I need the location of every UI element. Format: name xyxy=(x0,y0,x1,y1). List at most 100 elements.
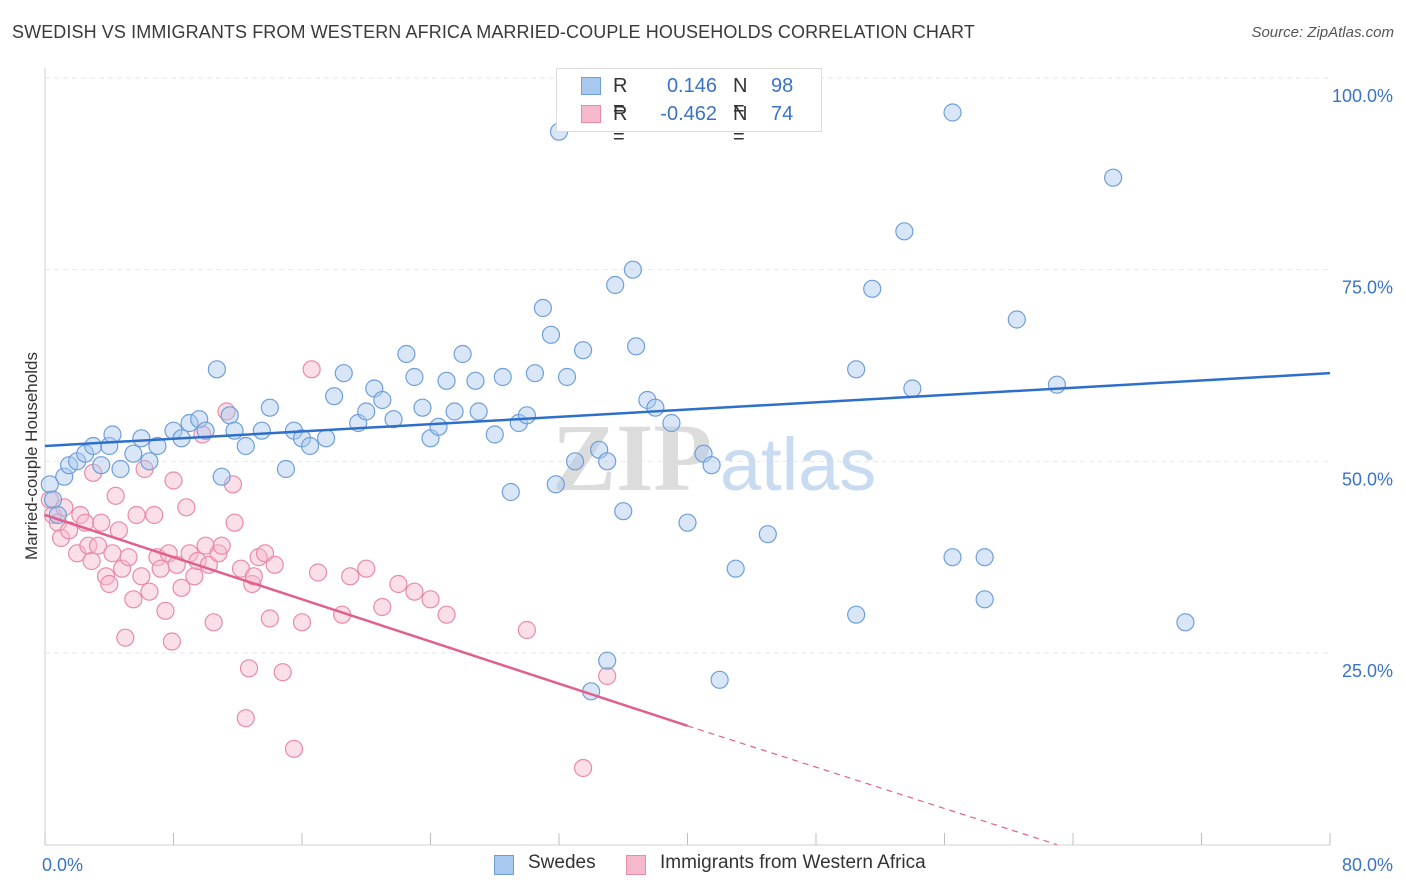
wa-point xyxy=(82,551,101,571)
swedes-point xyxy=(334,364,353,383)
x-tick-label: 80.0% xyxy=(1342,855,1393,875)
swedes-point xyxy=(212,467,231,486)
swedes-point xyxy=(220,406,239,425)
wa-point xyxy=(573,758,593,778)
watermark-atlas: atlas xyxy=(720,423,876,506)
wa-point xyxy=(239,659,259,678)
swedes-point xyxy=(557,367,577,387)
swedes-point xyxy=(103,425,122,444)
swedes-point xyxy=(384,410,403,429)
wa-point xyxy=(302,360,321,379)
legend-label-swedes: Swedes xyxy=(528,852,596,873)
swedes-point xyxy=(758,525,777,544)
x-tick-label: 0.0% xyxy=(42,855,83,875)
wa-point xyxy=(151,559,170,578)
swedes-point xyxy=(546,475,565,494)
swedes-point xyxy=(493,367,512,387)
swedes-point xyxy=(623,260,642,279)
wa-point xyxy=(185,567,204,586)
wa-point xyxy=(236,709,255,728)
chart-title: SWEDISH VS IMMIGRANTS FROM WESTERN AFRIC… xyxy=(12,22,975,42)
n-label: N = xyxy=(733,103,748,148)
swedes-point xyxy=(84,436,103,456)
swedes-point xyxy=(565,452,585,471)
r-value: -0.462 xyxy=(660,103,717,125)
swedes-point xyxy=(325,387,344,406)
swedes-swatch xyxy=(581,77,601,95)
swedes-point xyxy=(43,490,63,509)
swedes-point xyxy=(469,402,488,421)
swedes-point xyxy=(726,559,745,578)
swedes-point xyxy=(429,417,448,436)
swedes-point xyxy=(485,425,504,444)
wa-point xyxy=(598,666,617,686)
wa-point xyxy=(172,578,191,597)
y-axis-title: Married-couple Households xyxy=(22,352,41,560)
wa-point xyxy=(177,498,196,517)
swedes-point xyxy=(517,406,536,425)
n-value: 98 xyxy=(771,75,794,97)
wa-point xyxy=(92,513,111,532)
r-label: R = xyxy=(613,75,628,120)
wa-point xyxy=(292,613,312,632)
swedes-point xyxy=(533,298,553,318)
swedes-point xyxy=(466,371,485,390)
wa-point xyxy=(103,544,122,563)
wa-point xyxy=(373,597,392,617)
swedes-point xyxy=(252,421,271,440)
swedes-point xyxy=(180,413,199,433)
swedes-point xyxy=(236,436,255,456)
wa-point xyxy=(156,601,175,620)
swedes-point xyxy=(55,467,74,486)
wa-trend-line-extension xyxy=(687,725,1058,846)
swedes-point xyxy=(525,364,545,383)
swedes-point xyxy=(40,475,59,494)
trend-lines xyxy=(44,371,1331,846)
y-tick-label: 50.0% xyxy=(1342,469,1393,489)
swedes-point xyxy=(903,379,922,398)
r-label: R = xyxy=(613,103,628,148)
swedes-point xyxy=(847,360,866,379)
wa-point xyxy=(517,620,536,640)
watermark: ZIP atlas xyxy=(552,404,876,511)
wa-point xyxy=(79,536,98,555)
wa-point xyxy=(421,590,440,609)
wa-point xyxy=(164,471,183,490)
swedes-point xyxy=(573,341,593,360)
wa-point xyxy=(437,605,456,624)
wa-trend-line xyxy=(44,513,688,728)
swedes-point xyxy=(357,402,376,421)
swedes-point xyxy=(445,402,464,421)
swedes-point xyxy=(702,456,721,475)
wa-point xyxy=(357,559,376,578)
swedes-point xyxy=(943,103,962,122)
swedes-point xyxy=(662,413,681,433)
swedes-point xyxy=(598,452,617,471)
swedes-point xyxy=(148,436,167,456)
swedes-point xyxy=(316,429,336,448)
swedes-point xyxy=(373,390,392,410)
swedes-point xyxy=(614,502,633,521)
wa-point xyxy=(119,548,138,567)
swedes-point xyxy=(48,505,67,525)
swedes-point xyxy=(260,398,279,417)
swedes-point xyxy=(678,513,697,532)
swedes-point xyxy=(111,459,130,479)
swedes-point xyxy=(606,275,625,295)
wa-swatch xyxy=(581,105,601,123)
swedes-point xyxy=(541,325,561,344)
wa-point xyxy=(116,628,135,647)
swedes-point xyxy=(196,421,215,440)
wa-point xyxy=(88,536,108,555)
swedes-point xyxy=(501,482,520,502)
wa-point xyxy=(204,613,223,632)
n-label: N = xyxy=(733,75,748,120)
swedes-point xyxy=(895,222,914,241)
wa-point xyxy=(225,513,244,532)
wa-points xyxy=(40,360,617,778)
swedes-point xyxy=(132,429,151,448)
swedes-point xyxy=(140,452,159,471)
wa-point xyxy=(145,505,164,525)
wa-point xyxy=(273,663,292,682)
